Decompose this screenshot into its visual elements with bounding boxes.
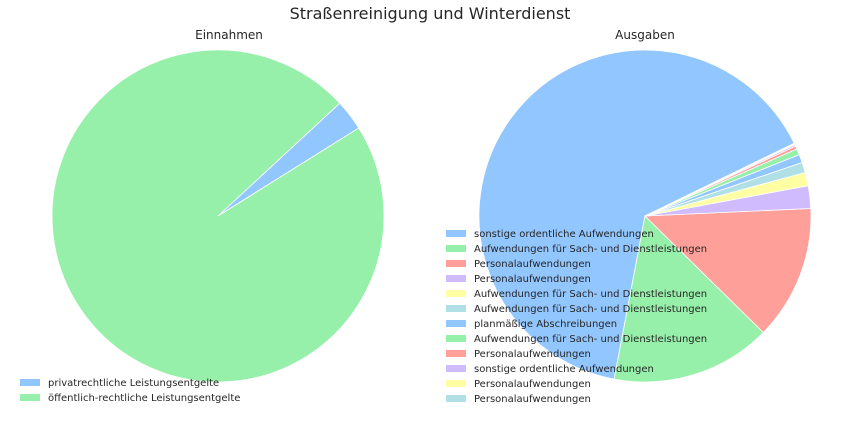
legend-einnahmen: privatrechtliche Leistungsentgelte öffent… (20, 378, 240, 404)
legend-label: öffentlich-rechtliche Leistungsentgelte (48, 393, 240, 404)
legend-ausgaben: sonstige ordentliche Aufwendungen Aufwend… (446, 229, 707, 405)
legend-swatch (446, 380, 466, 387)
legend-label: Aufwendungen für Sach- und Dienstleistun… (474, 304, 707, 315)
pie-ausgaben (478, 49, 812, 383)
legend-label: Aufwendungen für Sach- und Dienstleistun… (474, 244, 707, 255)
legend-label: planmäßige Abschreibungen (474, 319, 617, 330)
legend-label: Personalaufwendungen (474, 259, 591, 270)
legend-swatch (446, 245, 466, 252)
legend-swatch (446, 395, 466, 402)
legend-label: sonstige ordentliche Aufwendungen (474, 229, 654, 240)
legend-swatch (446, 335, 466, 342)
legend-label: Personalaufwendungen (474, 274, 591, 285)
legend-label: Aufwendungen für Sach- und Dienstleistun… (474, 289, 707, 300)
legend-label: sonstige ordentliche Aufwendungen (474, 364, 654, 375)
legend-label: Personalaufwendungen (474, 379, 591, 390)
legend-swatch (20, 394, 40, 401)
legend-label: Personalaufwendungen (474, 394, 591, 405)
legend-label: Aufwendungen für Sach- und Dienstleistun… (474, 334, 707, 345)
pie-slice (478, 49, 795, 380)
legend-label: Personalaufwendungen (474, 349, 591, 360)
legend-label: privatrechtliche Leistungsentgelte (48, 378, 219, 389)
legend-swatch (446, 230, 466, 237)
legend-swatch (20, 379, 40, 386)
legend-swatch (446, 350, 466, 357)
pie-einnahmen (51, 49, 385, 383)
legend-swatch (446, 260, 466, 267)
pie-slice (51, 49, 385, 383)
legend-swatch (446, 275, 466, 282)
chart-title: Straßenreinigung und Winterdienst (290, 4, 571, 23)
pie-slice (644, 208, 812, 334)
pie-slice (613, 215, 764, 383)
legend-swatch (446, 320, 466, 327)
legend-swatch (446, 365, 466, 372)
pie-title-einnahmen: Einnahmen (195, 28, 263, 42)
legend-swatch (446, 305, 466, 312)
legend-swatch (446, 290, 466, 297)
pie-slice (644, 142, 795, 217)
pie-title-ausgaben: Ausgaben (615, 28, 675, 42)
